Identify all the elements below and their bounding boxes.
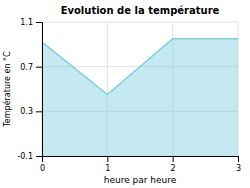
tick: 2	[171, 156, 176, 173]
tick-mark	[36, 156, 42, 157]
chart: 0 1 2 3 -0.1 0.3 0.7 1.1 Evolution de la tempéra…	[0, 0, 250, 188]
axis-domain	[43, 157, 239, 163]
y-axis-title: Température en °C	[2, 51, 12, 128]
tick: 1.1	[20, 18, 42, 27]
grid-line	[42, 22, 238, 23]
tick-mark	[36, 22, 42, 23]
tick: 0	[40, 156, 45, 173]
tick-label: 0.7	[20, 63, 33, 72]
tick-mark	[173, 156, 174, 162]
tick-mark	[36, 67, 42, 68]
tick-label: -0.1	[17, 152, 33, 161]
tick: 0.7	[20, 63, 42, 72]
tick-mark	[36, 111, 42, 112]
tick: -0.1	[17, 152, 42, 161]
tick-mark	[107, 156, 108, 162]
axis-domain	[36, 23, 43, 157]
y-axis: -0.1 0.3 0.7 1.1	[17, 18, 42, 161]
tick-label: 0	[40, 164, 45, 173]
grid	[42, 22, 238, 156]
tick-label: 1.1	[20, 18, 33, 27]
tick: 3	[236, 156, 241, 173]
tick: 0.3	[20, 107, 42, 116]
tick-label: 0.3	[20, 107, 33, 116]
marks	[42, 39, 238, 156]
tick-label: 2	[171, 164, 176, 173]
x-axis: 0 1 2 3	[40, 156, 241, 173]
title: Evolution de la température	[61, 5, 220, 16]
tick: 1	[105, 156, 110, 173]
tick-label: 1	[105, 164, 110, 173]
tick-label: 3	[236, 164, 241, 173]
line	[42, 39, 238, 95]
x-axis-title: heure par heure	[104, 175, 177, 185]
tick-mark	[238, 156, 239, 162]
area	[42, 39, 238, 156]
plot: 0 1 2 3 -0.1 0.3 0.7 1.1	[17, 18, 241, 173]
